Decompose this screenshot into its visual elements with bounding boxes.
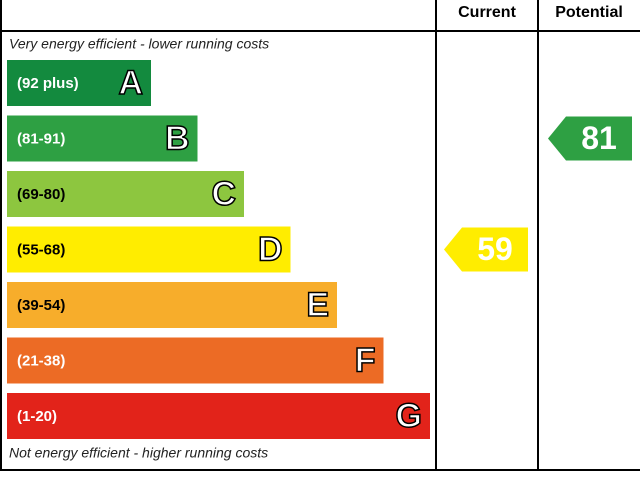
band-bar [7,393,430,439]
top-note: Very energy efficient - lower running co… [9,36,269,52]
band-range: (39-54) [17,297,65,314]
band-range: (1-20) [17,408,57,425]
band-letter: E [306,286,329,324]
band-letter: D [258,230,283,268]
grid [0,0,640,471]
band-bar [7,337,384,384]
band-bar [7,282,337,328]
current-rating: 59 [477,231,513,267]
band-letter: F [355,341,376,379]
bottom-note: Not energy efficient - higher running co… [9,445,268,461]
band-range: (92 plus) [17,75,79,92]
band-bar [7,171,244,217]
band-bar [7,60,151,106]
band-bar [7,115,198,162]
band-range: (69-80) [17,186,65,203]
band-letter: B [165,119,190,157]
band-letter: G [396,397,422,435]
potential-header: Potential [555,4,623,21]
band-letter: A [118,64,143,102]
band-range: (81-91) [17,130,65,147]
current-arrow [444,227,528,272]
band-range: (55-68) [17,241,65,258]
potential-rating: 81 [581,120,617,156]
band-letter: C [211,175,236,213]
current-header: Current [458,4,516,21]
potential-arrow [548,116,632,161]
band-bar [7,226,291,273]
band-range: (21-38) [17,352,65,369]
